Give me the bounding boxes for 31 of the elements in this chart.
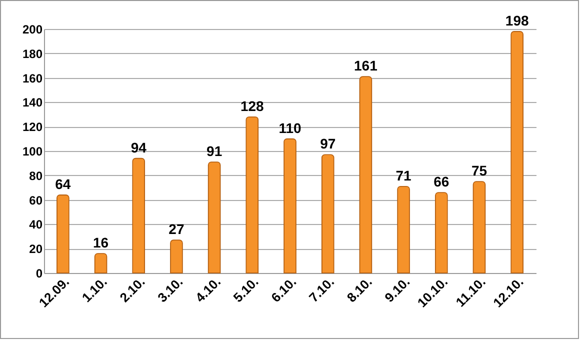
y-tick-label: 100: [22, 144, 43, 158]
x-tick-label: 4.10.: [192, 274, 224, 306]
x-tick-label: 9.10.: [382, 274, 413, 306]
y-tick-label: 80: [29, 168, 43, 183]
data-label: 75: [471, 162, 488, 178]
x-tick-label: 3.10.: [154, 274, 186, 306]
y-tick-label: 200: [22, 22, 43, 36]
y-tick-label: 180: [22, 46, 43, 61]
data-label: 16: [92, 234, 109, 250]
y-tick-label: 160: [22, 71, 43, 86]
data-label: 161: [354, 58, 378, 74]
data-label: 110: [278, 120, 302, 136]
y-tick-label: 120: [22, 120, 43, 134]
data-label: 71: [396, 167, 412, 184]
data-label: 91: [206, 142, 222, 159]
data-label: 198: [505, 12, 529, 28]
x-tick-label: 7.10.: [306, 274, 338, 306]
y-tick-label: 0: [36, 266, 43, 280]
y-tick-label: 140: [22, 96, 43, 110]
x-tick-label: 5.10.: [230, 274, 262, 306]
x-tick-label: 8.10.: [344, 274, 375, 306]
data-label: 128: [240, 98, 264, 114]
data-label: 64: [55, 176, 71, 192]
y-tick-label: 20: [29, 242, 43, 256]
data-label: 97: [320, 136, 336, 152]
data-label: 66: [434, 173, 450, 190]
data-label: 94: [130, 139, 147, 156]
data-label: 27: [168, 221, 184, 238]
y-tick-label: 60: [29, 193, 43, 208]
x-tick-label: 6.10.: [268, 274, 300, 306]
y-tick-label: 40: [29, 218, 43, 232]
